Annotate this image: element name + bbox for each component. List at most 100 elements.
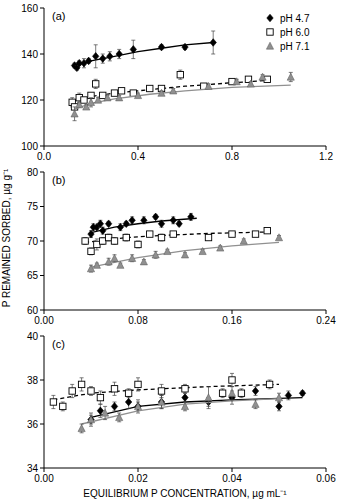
point	[118, 88, 124, 94]
x-tick-label: 0.08	[128, 315, 148, 326]
point	[252, 387, 258, 395]
point	[275, 234, 282, 241]
point	[88, 416, 94, 424]
y-tick-label: 60	[27, 305, 39, 316]
y-tick	[40, 146, 44, 147]
point	[60, 403, 66, 409]
point	[100, 227, 106, 235]
y-tick	[40, 8, 44, 9]
point	[50, 399, 56, 405]
x-tick-label: 0.00	[34, 315, 54, 326]
x-tick	[44, 468, 45, 472]
point	[111, 254, 118, 261]
point	[135, 241, 141, 247]
point	[158, 43, 164, 51]
point	[205, 394, 212, 401]
point	[158, 220, 164, 228]
point	[152, 213, 158, 221]
panel: 343638400.000.020.040.06(c)EQUILIBRIUM P…	[27, 331, 336, 500]
x-tick	[326, 146, 327, 150]
point	[205, 82, 212, 89]
point	[125, 390, 131, 396]
x-tick	[326, 310, 327, 314]
y-tick-label: 36	[27, 419, 39, 430]
point	[93, 261, 100, 268]
point	[123, 234, 129, 240]
point	[78, 381, 84, 387]
point	[210, 39, 216, 47]
point	[88, 388, 94, 394]
y-tick-label: 100	[21, 141, 38, 152]
legend-label: pH 4.7	[280, 13, 310, 24]
y-tick	[40, 100, 44, 101]
point	[158, 89, 165, 96]
y-axis-label: P REMAINED SORBED, µg g⁻¹	[1, 168, 12, 307]
point	[264, 227, 270, 233]
point	[116, 94, 123, 101]
x-tick-label: 0.0	[37, 151, 51, 162]
x-tick	[326, 468, 327, 472]
fit-line	[72, 43, 213, 67]
y-tick-label: 80	[27, 167, 39, 178]
fit-line	[82, 399, 279, 424]
panel: 60657075800.000.080.160.24(b)P REMAINED …	[1, 167, 336, 327]
fit-line	[53, 384, 279, 399]
point	[152, 251, 159, 258]
point	[94, 96, 101, 103]
y-tick	[40, 468, 44, 469]
legend-marker	[267, 14, 273, 22]
point	[88, 248, 94, 254]
point	[87, 416, 94, 423]
point	[285, 392, 291, 400]
x-tick-label: 0.06	[316, 473, 336, 484]
point	[85, 57, 91, 65]
x-tick	[232, 468, 233, 472]
point	[111, 386, 117, 392]
panel: 1001201401600.00.40.81.2(a)pH 4.7pH 6.0p…	[21, 3, 333, 163]
x-tick	[232, 146, 233, 150]
x-tick-label: 0.8	[225, 151, 239, 162]
point	[164, 248, 171, 255]
x-tick-label: 0.02	[128, 473, 148, 484]
point	[116, 414, 123, 421]
point	[170, 217, 176, 225]
x-axis	[44, 146, 326, 147]
point	[182, 394, 188, 402]
x-tick-label: 0.4	[131, 151, 145, 162]
point	[123, 220, 129, 228]
point	[111, 403, 117, 411]
y-tick-label: 40	[27, 331, 39, 342]
point	[117, 223, 123, 231]
point	[181, 251, 188, 258]
point	[147, 85, 153, 91]
x-tick-label: 0.04	[222, 473, 242, 484]
point	[116, 50, 122, 58]
panel-label: (c)	[52, 338, 65, 350]
point	[158, 388, 164, 394]
point	[276, 403, 282, 411]
y-tick-label: 34	[27, 463, 39, 474]
point	[141, 217, 147, 225]
x-tick-label: 0.24	[316, 315, 336, 326]
x-tick	[232, 310, 233, 314]
point	[87, 99, 94, 106]
y-tick-label: 120	[21, 95, 38, 106]
point	[134, 403, 141, 410]
point	[71, 110, 78, 117]
chart: 1001201401600.00.40.81.2(a)pH 4.7pH 6.0p…	[0, 0, 344, 502]
x-axis-label: EQUILIBRIUM P CONCENTRATION, µg mL⁻¹	[83, 488, 287, 499]
x-tick	[138, 468, 139, 472]
point	[129, 254, 136, 261]
y-axis	[44, 336, 45, 468]
x-tick	[44, 146, 45, 150]
y-tick-label: 160	[21, 3, 38, 14]
legend: pH 4.7pH 6.0pH 7.1	[266, 13, 310, 52]
point	[104, 94, 111, 101]
point	[130, 46, 136, 54]
point	[199, 248, 206, 255]
legend-marker	[267, 29, 273, 35]
point	[266, 381, 272, 387]
plot-area	[69, 31, 294, 121]
point	[134, 92, 141, 99]
y-tick	[40, 172, 44, 173]
